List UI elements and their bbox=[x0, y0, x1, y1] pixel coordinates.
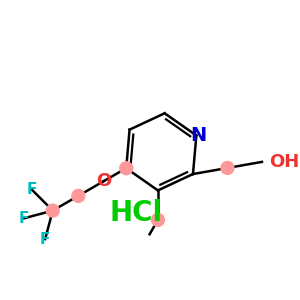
Circle shape bbox=[120, 162, 133, 175]
Circle shape bbox=[72, 189, 85, 202]
Text: HCl: HCl bbox=[110, 199, 163, 227]
Circle shape bbox=[221, 161, 234, 174]
Text: N: N bbox=[190, 126, 206, 145]
Text: F: F bbox=[19, 211, 29, 226]
Circle shape bbox=[152, 213, 164, 226]
Text: F: F bbox=[40, 232, 50, 247]
Text: O: O bbox=[96, 172, 112, 190]
Text: F: F bbox=[27, 182, 37, 197]
Circle shape bbox=[46, 204, 59, 217]
Text: OH: OH bbox=[269, 153, 300, 171]
